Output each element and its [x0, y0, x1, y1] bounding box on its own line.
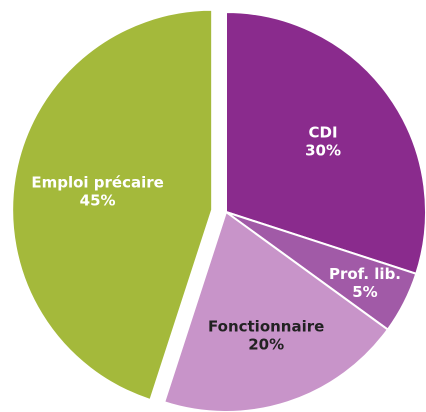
slice-value: 45% — [80, 191, 116, 209]
slice-value: 30% — [305, 141, 341, 159]
slice-name: Fonctionnaire — [208, 317, 324, 335]
slice-name: Prof. lib. — [329, 264, 401, 282]
slice-value: 20% — [248, 335, 284, 353]
slice-label: Prof. lib. 5% — [329, 264, 401, 300]
pie-slice — [11, 8, 214, 402]
pie-slice — [162, 210, 390, 412]
slice-label: CDI 30% — [305, 123, 341, 159]
slice-name: CDI — [309, 123, 338, 141]
slice-label: Fonctionnaire 20% — [208, 317, 324, 353]
slice-label: Emploi précaire 45% — [31, 173, 163, 209]
slice-value: 5% — [352, 282, 377, 300]
pie-slice — [225, 10, 426, 276]
slice-name: Emploi précaire — [31, 173, 163, 191]
